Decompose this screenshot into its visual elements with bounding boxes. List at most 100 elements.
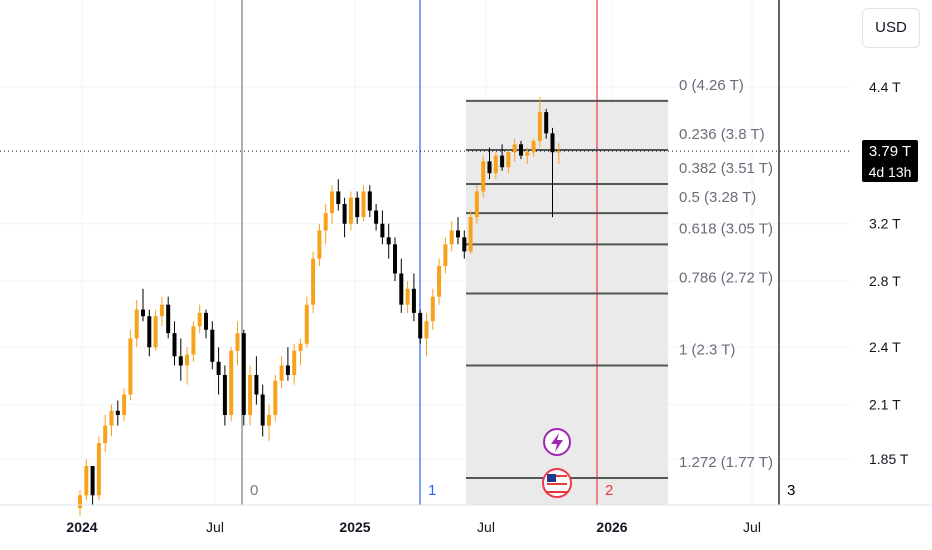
- candle-body-20: [204, 312, 208, 330]
- candle-body-41: [336, 191, 341, 205]
- y-tick-5: 1.85 T: [869, 451, 909, 467]
- candle-body-75: [550, 133, 555, 153]
- bar-countdown: 4d 13h: [868, 164, 912, 180]
- candle-body-27: [248, 374, 253, 415]
- candle-body-25: [235, 333, 240, 351]
- us-flag-icon[interactable]: [542, 468, 572, 498]
- candle-body-73: [537, 112, 542, 141]
- candle-body-6: [115, 410, 120, 415]
- candle-body-46: [367, 191, 372, 211]
- candle-body-42: [342, 204, 347, 224]
- candle-body-26: [241, 333, 246, 415]
- candle-body-74: [544, 112, 549, 134]
- chart-grid: [0, 0, 850, 505]
- candle-body-53: [411, 288, 416, 313]
- candle-body-47: [374, 210, 379, 224]
- us-flag-stripe-1: [547, 479, 567, 481]
- candle-body-19: [197, 312, 202, 327]
- y-tick-4: 2.1 T: [869, 397, 901, 413]
- candle-body-69: [512, 144, 517, 153]
- candle-body-34: [292, 350, 297, 375]
- vertical-marker-label-2: 2: [605, 482, 613, 499]
- candle-body-68: [506, 152, 511, 168]
- candle-body-62: [468, 217, 473, 252]
- event-icons[interactable]: [542, 428, 572, 498]
- y-tick-1: 3.2 T: [869, 216, 901, 232]
- candle-body-0: [78, 495, 82, 509]
- candle-body-17: [185, 354, 190, 366]
- vertical-marker-label-0: 0: [250, 482, 258, 499]
- fib-label-5: 0.786 (2.72 T): [679, 270, 773, 287]
- candle-body-58: [443, 244, 448, 266]
- currency-button[interactable]: USD: [862, 8, 920, 48]
- candle-body-60: [456, 230, 460, 238]
- candle-body-22: [216, 361, 221, 375]
- current-price-value: 3.79 T: [868, 143, 912, 160]
- candle-body-38: [317, 230, 322, 259]
- lightning-icon[interactable]: [543, 428, 571, 456]
- candle-body-3: [96, 443, 101, 496]
- candle-body-35: [298, 343, 303, 351]
- y-tick-3: 2.4 T: [869, 339, 901, 355]
- fib-label-4: 0.618 (3.05 T): [679, 220, 773, 237]
- candle-body-61: [462, 237, 467, 252]
- candle-body-31: [273, 380, 278, 415]
- candle-body-7: [122, 394, 127, 415]
- x-tick-0: 2024: [66, 519, 97, 535]
- fib-label-7: 1.272 (1.77 T): [679, 454, 773, 471]
- time-axis: 2024 Jul 2025 Jul 2026 Jul: [0, 504, 932, 535]
- candle-body-67: [500, 155, 505, 168]
- candle-body-45: [361, 191, 366, 218]
- candle-body-13: [159, 304, 164, 317]
- candle-body-9: [134, 309, 139, 339]
- x-tick-2: 2025: [339, 519, 370, 535]
- candle-body-71: [525, 152, 530, 156]
- candle-body-64: [481, 161, 486, 192]
- candle-body-10: [141, 309, 145, 317]
- candle-body-36: [304, 304, 309, 344]
- fib-label-2: 0.382 (3.51 T): [679, 160, 773, 177]
- vertical-markers: 0 1 2 3: [241, 0, 795, 505]
- candle-body-65: [487, 161, 492, 174]
- fib-label-3: 0.5 (3.28 T): [679, 189, 756, 206]
- candle-body-40: [330, 191, 334, 214]
- fibonacci-levels: 0 (4.26 T) 0.236 (3.8 T) 0.382 (3.51 T) 0.5…: [466, 77, 773, 479]
- candle-body-24: [229, 350, 234, 415]
- candle-body-16: [178, 356, 183, 366]
- candle-body-76: [556, 151, 561, 153]
- candle-body-56: [430, 296, 435, 322]
- candle-body-54: [418, 312, 423, 339]
- candle-body-18: [191, 326, 196, 355]
- candle-body-66: [493, 155, 498, 174]
- x-tick-5: Jul: [743, 519, 761, 535]
- candle-body-72: [531, 140, 536, 153]
- candle-body-51: [399, 273, 404, 305]
- candle-body-50: [393, 244, 397, 274]
- fib-label-0: 0 (4.26 T): [679, 77, 744, 94]
- candle-body-14: [166, 304, 171, 334]
- candle-body-33: [285, 365, 290, 375]
- candle-body-29: [260, 394, 265, 426]
- candle-body-57: [437, 265, 442, 297]
- candle-body-55: [424, 321, 429, 339]
- y-tick-2: 2.8 T: [869, 273, 901, 289]
- fib-label-6: 1 (2.3 T): [679, 342, 735, 359]
- us-flag-stripe-4: [547, 491, 567, 493]
- candle-body-48: [380, 223, 385, 238]
- candle-body-32: [279, 365, 284, 381]
- candle-body-2: [90, 466, 95, 496]
- us-flag-stripe-2: [547, 483, 567, 485]
- vertical-marker-label-1: 1: [428, 482, 436, 499]
- candle-body-30: [267, 414, 271, 426]
- us-flag-canton: [547, 474, 556, 482]
- us-flag-stripe-3: [547, 487, 567, 489]
- price-axis: 4.4 T 3.2 T 2.8 T 2.4 T 2.1 T 1.85 T: [869, 79, 909, 467]
- x-tick-3: Jul: [477, 519, 495, 535]
- x-tick-4: 2026: [596, 519, 627, 535]
- candle-body-43: [348, 197, 353, 224]
- candle-body-63: [474, 191, 479, 218]
- candle-body-37: [311, 258, 316, 305]
- candle-body-4: [103, 425, 108, 444]
- candle-body-12: [153, 316, 158, 348]
